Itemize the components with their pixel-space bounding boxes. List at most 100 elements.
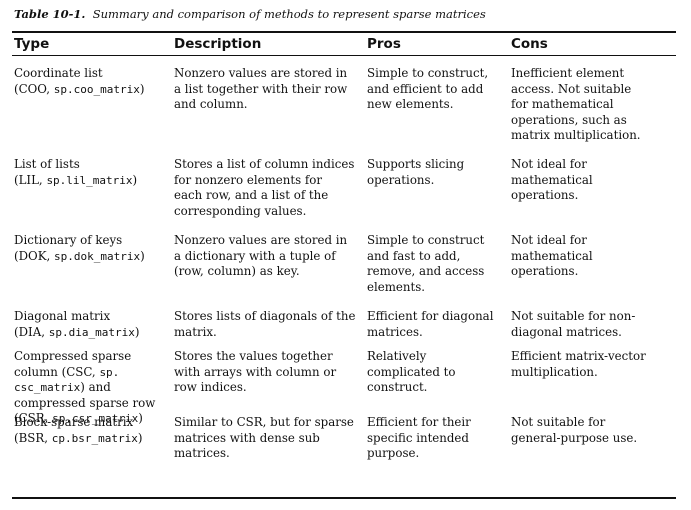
cell-cons: Not suitable for non-diagonal matrices. xyxy=(511,309,635,340)
text: (LIL, xyxy=(14,172,47,187)
text: ) xyxy=(140,248,145,263)
cell-line: (DOK, sp.dok_matrix) xyxy=(14,249,145,265)
text: ) xyxy=(134,324,140,339)
cell-line: and column. xyxy=(174,97,248,112)
cell-description: Stores a list of column indices for nonze… xyxy=(174,157,354,219)
cell-line: Dictionary of keys xyxy=(14,233,145,249)
cell-line: List of lists xyxy=(14,157,137,173)
column-header-type: Type xyxy=(14,36,50,52)
cell-line: Relatively xyxy=(367,349,427,363)
text: ) xyxy=(139,81,145,96)
code-text: sp.lil_matrix xyxy=(46,173,133,187)
cell-line: operations. xyxy=(367,172,435,187)
cell-line: Not suitable for xyxy=(511,415,606,429)
cell-line: diagonal matrices. xyxy=(511,324,622,339)
text: ) xyxy=(138,411,143,426)
cell-line: multiplication. xyxy=(511,364,598,379)
cell-cons: Not suitable for general-purpose use. xyxy=(511,415,637,446)
cell-description: Stores lists of diagonals of the matrix. xyxy=(174,309,355,340)
cell-cons: Not ideal for mathematical operations. xyxy=(511,157,593,204)
cell-line: a dictionary with a tuple of xyxy=(174,248,336,263)
cell-line: (row, column) as key. xyxy=(174,264,300,279)
text: Diagonal matrix xyxy=(14,309,111,323)
cell-line: new elements. xyxy=(367,97,454,112)
cell-line: specific intended xyxy=(367,430,469,445)
cell-line: for nonzero elements for xyxy=(174,172,322,187)
cell-pros: Supports slicing operations. xyxy=(367,157,464,188)
cell-type: Coordinate list (COO, sp.coo_matrix) xyxy=(14,66,144,97)
cell-description: Similar to CSR, but for sparse matrices w… xyxy=(174,415,354,462)
cell-description: Nonzero values are stored in a list toget… xyxy=(174,66,347,113)
cell-line: (CSR, sp.csr_matrix) xyxy=(14,411,155,427)
cell-type: List of lists (LIL, sp.lil_matrix) xyxy=(14,157,137,188)
cell-line: Coordinate list xyxy=(14,66,144,82)
cell-line: Efficient matrix-vector xyxy=(511,349,646,363)
cell-type: Dictionary of keys (DOK, sp.dok_matrix) xyxy=(14,233,145,264)
cell-line: complicated to xyxy=(367,364,456,379)
cell-line: Inefficient element xyxy=(511,66,625,80)
text: ) xyxy=(132,172,138,187)
text: (BSR, xyxy=(14,430,52,445)
cell-line: Nonzero values are stored in xyxy=(174,233,348,247)
cell-line: column (CSC, sp. xyxy=(14,365,155,381)
text: Coordinate list xyxy=(14,66,103,80)
code-text: cp.bsr_matrix xyxy=(51,431,138,445)
cell-line: (BSR, cp.bsr_matrix) xyxy=(14,431,142,447)
code-text: sp.dia_matrix xyxy=(48,325,135,339)
code-text: csc_matrix xyxy=(14,381,81,395)
cell-line: Simple to construct xyxy=(367,233,485,247)
table-caption-label: Table 10-1. xyxy=(14,7,86,21)
text: Compressed sparse xyxy=(14,349,132,363)
cell-pros: Simple to construct and fast to add, remov… xyxy=(367,233,484,295)
text: List of lists xyxy=(14,157,80,171)
cell-line: operations. xyxy=(511,188,579,203)
cell-line: Supports slicing xyxy=(367,157,465,171)
table-caption-text: Summary and comparison of methods to rep… xyxy=(92,7,486,21)
table-header-rule xyxy=(12,55,676,56)
cell-line: compressed sparse row xyxy=(14,396,155,412)
cell-pros: Relatively complicated to construct. xyxy=(367,349,456,396)
cell-line: each row, and a list of the xyxy=(174,188,329,203)
cell-line: Stores lists of diagonals of the xyxy=(174,309,356,323)
cell-line: mathematical xyxy=(511,172,593,187)
code-text: sp.csr_matrix xyxy=(52,412,139,426)
cell-line: csc_matrix) and xyxy=(14,380,155,396)
cell-type: Compressed sparse column (CSC, sp. csc_mat… xyxy=(14,349,155,427)
text: ) and xyxy=(80,380,111,395)
table-caption: Table 10-1. Summary and comparison of me… xyxy=(14,7,486,21)
cell-line: a list together with their row xyxy=(174,81,348,96)
cell-cons: Inefficient element access. Not suitable f… xyxy=(511,66,641,144)
cell-line: with arrays with column or xyxy=(174,364,337,379)
text: column (CSC, xyxy=(14,364,100,379)
cell-line: Efficient for diagonal xyxy=(367,309,494,323)
cell-line: operations, such as xyxy=(511,112,627,127)
cell-line: (COO, sp.coo_matrix) xyxy=(14,82,144,98)
cell-line: mathematical xyxy=(511,248,593,263)
cell-line: matrices. xyxy=(174,446,230,461)
cell-line: row indices. xyxy=(174,380,247,395)
cell-line: Not ideal for xyxy=(511,157,587,171)
text: Block-sparse matrix xyxy=(14,415,134,429)
cell-pros: Efficient for their specific intended purp… xyxy=(367,415,471,462)
text: Dictionary of keys xyxy=(14,233,123,247)
text: (DIA, xyxy=(14,324,49,339)
text: ) xyxy=(137,430,143,445)
text: compressed sparse row xyxy=(14,395,156,410)
column-header-cons: Cons xyxy=(511,36,548,52)
cell-line: Stores the values together xyxy=(174,349,333,363)
cell-cons: Not ideal for mathematical operations. xyxy=(511,233,593,280)
cell-line: for mathematical xyxy=(511,97,614,112)
cell-description: Nonzero values are stored in a dictionary… xyxy=(174,233,347,280)
cell-line: Compressed sparse xyxy=(14,349,155,365)
cell-pros: Simple to construct, and efficient to add… xyxy=(367,66,488,113)
cell-line: corresponding values. xyxy=(174,203,307,218)
text: (COO, xyxy=(14,81,54,96)
code-text: sp.coo_matrix xyxy=(53,82,140,96)
cell-line: Block-sparse matrix xyxy=(14,415,142,431)
cell-line: access. Not suitable xyxy=(511,81,632,96)
cell-line: Similar to CSR, but for sparse xyxy=(174,415,354,429)
cell-line: matrix multiplication. xyxy=(511,128,641,143)
cell-line: construct. xyxy=(367,380,428,395)
code-text: sp. xyxy=(99,365,120,379)
cell-line: elements. xyxy=(367,279,426,294)
